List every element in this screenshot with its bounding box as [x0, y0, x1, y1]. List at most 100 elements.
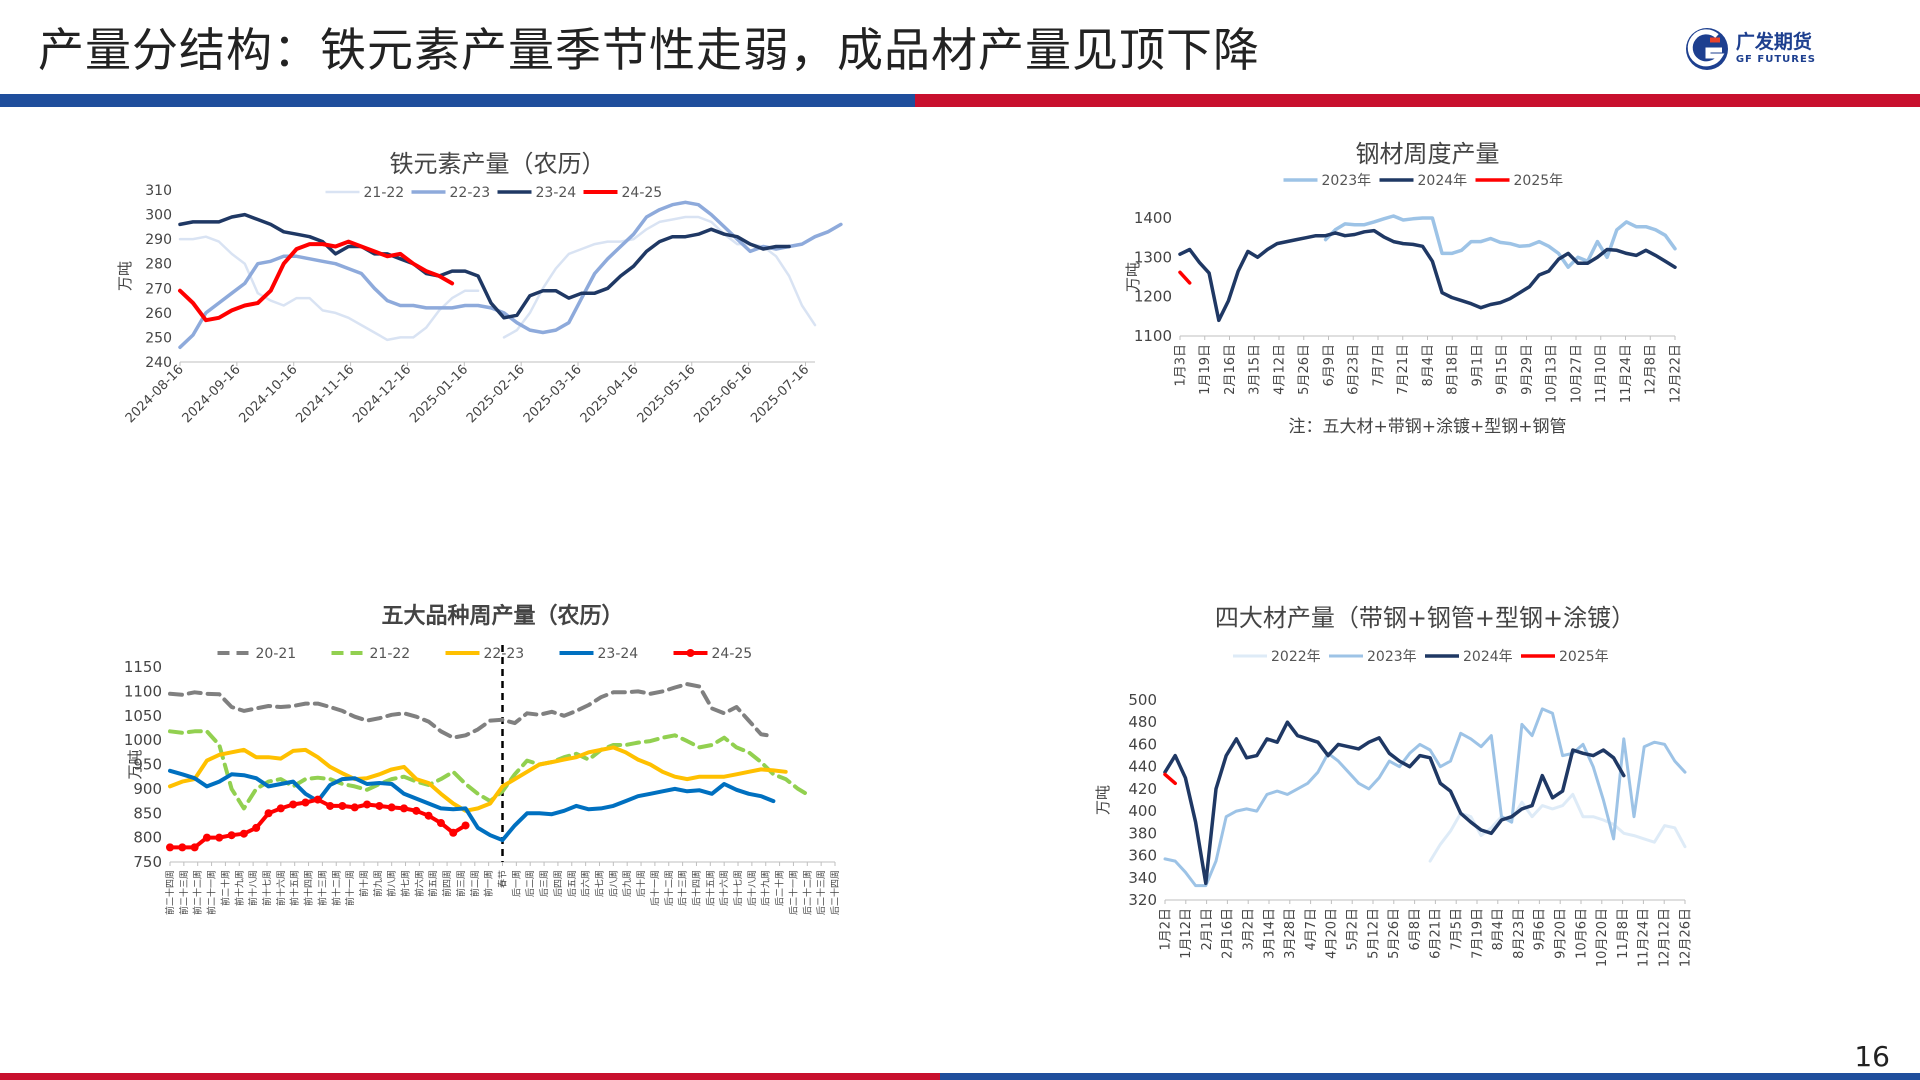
data-point — [399, 804, 408, 813]
chart-legend: 2022年 2023年 2024年 2025年 — [1233, 649, 1609, 665]
y-tick-label: 1100 — [124, 682, 162, 700]
series — [166, 795, 470, 852]
x-tick-label: 后十三周 — [677, 870, 689, 906]
x-tick-label: 2024-11-16 — [293, 362, 357, 426]
x-tick-label: 4月20日 — [1325, 908, 1340, 959]
x-tick-label: 6月8日 — [1408, 908, 1423, 951]
chart-legend: 2023年 2024年 2025年 — [1283, 173, 1563, 189]
series-line — [1163, 720, 1626, 886]
x-tick-label: 5月12日 — [1366, 908, 1381, 959]
x-tick-label: 1月3日 — [1173, 344, 1188, 387]
y-axis: 750 800 850 900 950 1000 1050 1100 1150 — [124, 658, 162, 871]
y-axis: 320 340 360 380 400 420 440 460 480 500 — [1128, 691, 1157, 909]
y-tick-label: 500 — [1128, 691, 1157, 709]
legend-entry: 21-22 — [331, 646, 411, 662]
y-tick-label: 310 — [145, 183, 172, 199]
footer-band-blue — [940, 1073, 1920, 1080]
chart-title: 五大品种周产量（农历） — [381, 603, 623, 629]
x-tick-label: 2月1日 — [1200, 908, 1215, 951]
y-tick-label: 270 — [145, 281, 172, 297]
x-tick-label: 2024-09-16 — [180, 362, 244, 426]
x-tick-label: 前七周 — [400, 870, 412, 897]
y-tick-label: 1050 — [124, 707, 162, 725]
x-tick-label: 前十二周 — [330, 870, 342, 906]
data-point — [424, 811, 433, 820]
series — [1163, 707, 1687, 888]
data-point — [412, 806, 421, 815]
x-tick-label: 1月19日 — [1198, 344, 1213, 395]
legend-entry: 2023年 — [1329, 649, 1417, 665]
x-tick-label: 9月6日 — [1533, 908, 1548, 951]
x-tick-label: 9月20日 — [1554, 908, 1569, 959]
y-tick-label: 260 — [145, 306, 172, 322]
x-tick-label: 8月4日 — [1421, 344, 1436, 387]
data-point — [338, 801, 347, 810]
y-tick-label: 850 — [133, 804, 162, 822]
series — [1323, 214, 1677, 269]
x-tick-label: 8月18日 — [1446, 344, 1461, 395]
x-tick-label: 6月23日 — [1347, 344, 1362, 395]
x-tick-label: 后十九周 — [760, 870, 772, 906]
series-line — [1323, 214, 1677, 269]
x-tick-label: 2025-06-16 — [691, 362, 755, 426]
y-tick-label: 460 — [1128, 735, 1157, 753]
x-tick-label: 8月23日 — [1512, 908, 1527, 959]
legend-entry: 23-24 — [559, 646, 638, 662]
x-tick-label: 12月8日 — [1644, 344, 1659, 395]
y-tick-label: 280 — [145, 257, 172, 273]
x-tick-label: 前十四周 — [303, 870, 315, 906]
series-line — [168, 768, 776, 843]
y-axis-label: 万吨 — [1094, 785, 1112, 815]
x-axis: 1月3日 1月19日 2月16日 3月15日 4月12日 5月26日 6月9日 6月23日 7月… — [1173, 336, 1683, 403]
chart-legend: 20-21 21-22 22-23 23-24 24-25 — [217, 646, 752, 662]
x-tick-label: 1月12日 — [1179, 908, 1194, 959]
y-tick-label: 1150 — [124, 658, 162, 676]
legend-label: 21-22 — [370, 646, 411, 662]
series-line — [168, 797, 468, 850]
iron-output-chart: 铁元素产量（农历） 21-22 22-23 23-24 24-25 240 250 260 27… — [116, 150, 843, 426]
x-tick-label: 3月28日 — [1283, 908, 1298, 959]
four-product-output-chart: 四大材产量（带钢+钢管+型钢+涂镀） 2022年 2023年 2024年 2025年 32… — [1094, 604, 1693, 967]
gf-logo-icon — [1685, 28, 1728, 70]
y-tick-label: 1100 — [1134, 327, 1172, 345]
legend-label: 2025年 — [1559, 649, 1609, 665]
legend-entry: 20-21 — [217, 646, 296, 662]
header-band-red — [915, 94, 1920, 107]
data-point — [215, 833, 224, 842]
x-tick-label: 2025-02-16 — [464, 362, 528, 426]
series — [178, 212, 791, 320]
series-line — [168, 729, 813, 811]
data-point — [387, 803, 396, 812]
x-axis: 前二十四周 前二十三周 前二十二周 前二十一周 前二十周 前十九周 前十八周 前十七周 前十六周… — [164, 862, 841, 915]
data-point — [313, 795, 322, 804]
x-tick-label: 前十三周 — [316, 870, 328, 906]
x-tick-label: 2025-01-16 — [407, 362, 471, 426]
series — [168, 745, 788, 813]
x-tick-label: 前十五周 — [289, 870, 301, 906]
y-tick-label: 1300 — [1134, 248, 1172, 266]
y-tick-label: 800 — [133, 829, 162, 847]
y-axis-label: 万吨 — [116, 261, 134, 291]
x-tick-label: 5月26日 — [1387, 908, 1402, 959]
x-tick-label: 2025-07-16 — [748, 362, 812, 426]
x-tick-label: 前五周 — [427, 870, 439, 897]
x-tick-label: 前十六周 — [275, 870, 287, 906]
x-tick-label: 后十周 — [635, 870, 647, 897]
x-tick-label: 后三周 — [539, 870, 550, 897]
series — [168, 729, 813, 811]
x-tick-label: 2024-08-16 — [123, 362, 187, 426]
x-tick-label: 4月12日 — [1272, 344, 1287, 395]
x-tick-label: 12月26日 — [1678, 908, 1693, 967]
x-tick-label: 5月26日 — [1297, 344, 1312, 395]
series — [1178, 270, 1192, 285]
x-tick-label: 10月6日 — [1574, 908, 1589, 959]
x-tick-label: 后十二周 — [663, 870, 675, 906]
data-point — [190, 843, 199, 852]
x-tick-label: 后十一周 — [649, 870, 661, 906]
x-tick-label: 前十一周 — [344, 870, 356, 906]
legend-entry: 2022年 — [1233, 649, 1321, 665]
y-tick-label: 400 — [1128, 802, 1157, 820]
x-tick-label: 9月1日 — [1470, 344, 1485, 387]
legend-entry: 2025年 — [1521, 649, 1609, 665]
data-point — [350, 803, 359, 812]
